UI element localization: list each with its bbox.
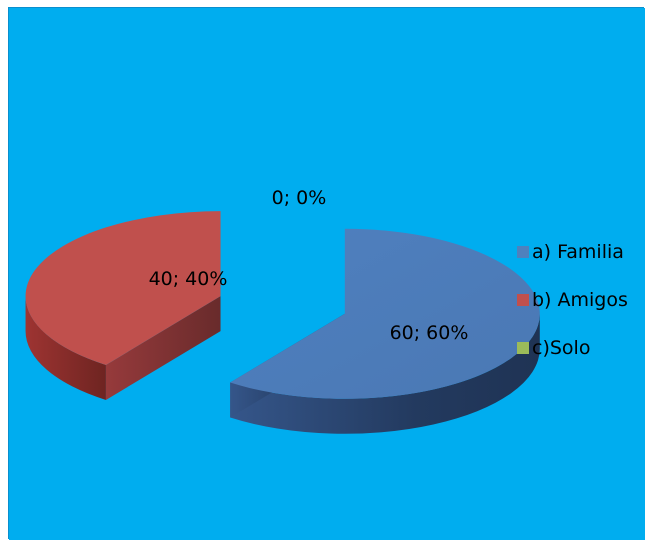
legend-label: a) Familia	[532, 241, 624, 263]
pie-slice-1	[25, 211, 221, 400]
data-label-2: 0; 0%	[272, 187, 327, 209]
legend-swatch	[517, 342, 529, 354]
legend-label: b) Amigos	[532, 289, 628, 311]
pie-slice-top-0	[230, 228, 540, 399]
pie-slice-top-1	[25, 211, 221, 365]
legend-swatch	[517, 246, 529, 258]
legend-label: c)Solo	[532, 337, 591, 359]
legend-item: c)Solo	[517, 324, 628, 372]
pie-slice-0	[230, 228, 540, 434]
data-label-0: 60; 60%	[390, 322, 469, 344]
legend-item: a) Familia	[517, 228, 628, 276]
pie-slice-cut-1-0	[105, 296, 221, 400]
chart-area: 60; 60% 40; 40% 0; 0% a) Familia b) Amigos c…	[8, 7, 645, 540]
pie-chart: 60; 60% 40; 40% 0; 0%	[9, 8, 645, 540]
pie-slice-side-0	[230, 313, 540, 434]
data-label-1: 40; 40%	[149, 268, 228, 290]
pie-slice-side-1	[25, 296, 106, 400]
legend-item: b) Amigos	[517, 276, 628, 324]
legend-swatch	[517, 294, 529, 306]
pie-data-labels: 60; 60% 40; 40% 0; 0%	[149, 187, 469, 344]
legend: a) Familia b) Amigos c)Solo	[517, 228, 628, 372]
pie-slices	[25, 211, 540, 434]
